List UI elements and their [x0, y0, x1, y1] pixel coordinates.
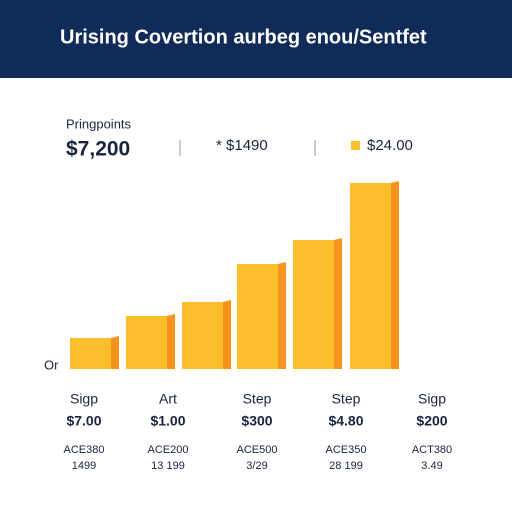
column-note: 3/29 — [246, 460, 267, 472]
bar — [126, 316, 167, 369]
bar-side — [223, 300, 231, 369]
summary-value: $7,200 — [66, 138, 130, 161]
bar-side — [334, 238, 342, 369]
column-name: Art — [159, 391, 177, 407]
column-price: $4.80 — [328, 413, 363, 429]
bar-side — [391, 181, 399, 369]
summary-label: Pringpoints — [66, 116, 132, 131]
column-code: ACE350 — [326, 444, 367, 456]
bar — [293, 240, 334, 369]
column-price: $200 — [416, 413, 447, 429]
column-price: $1.00 — [150, 413, 185, 429]
summary-item: $24.00 — [367, 137, 413, 154]
bar — [350, 183, 391, 369]
column-name: Sigp — [418, 391, 446, 407]
column-note: 3.49 — [421, 460, 442, 472]
bar — [182, 302, 223, 369]
column-note: 13 199 — [151, 460, 185, 472]
column-note: 28 199 — [329, 460, 363, 472]
bar — [237, 264, 278, 369]
column-name: Step — [332, 391, 361, 407]
axis-label: Or — [44, 357, 59, 372]
legend-swatch — [351, 141, 360, 150]
column-name: Step — [243, 391, 272, 407]
header-title: Urising Covertion aurbeg enou/Sentfet — [60, 26, 427, 48]
column-code: ACT380 — [412, 444, 452, 456]
bar — [70, 338, 111, 369]
column-code: ACE200 — [148, 444, 189, 456]
column-note: 1499 — [72, 460, 96, 472]
header-bar — [0, 0, 512, 78]
bar-side — [278, 262, 286, 369]
bar-side — [111, 336, 119, 369]
column-price: $300 — [241, 413, 272, 429]
column-code: ACE380 — [64, 444, 105, 456]
bar-side — [167, 314, 175, 369]
column-code: ACE500 — [237, 444, 278, 456]
column-price: $7.00 — [66, 413, 101, 429]
summary-item: * $1490 — [216, 137, 268, 154]
column-name: Sigp — [70, 391, 98, 407]
